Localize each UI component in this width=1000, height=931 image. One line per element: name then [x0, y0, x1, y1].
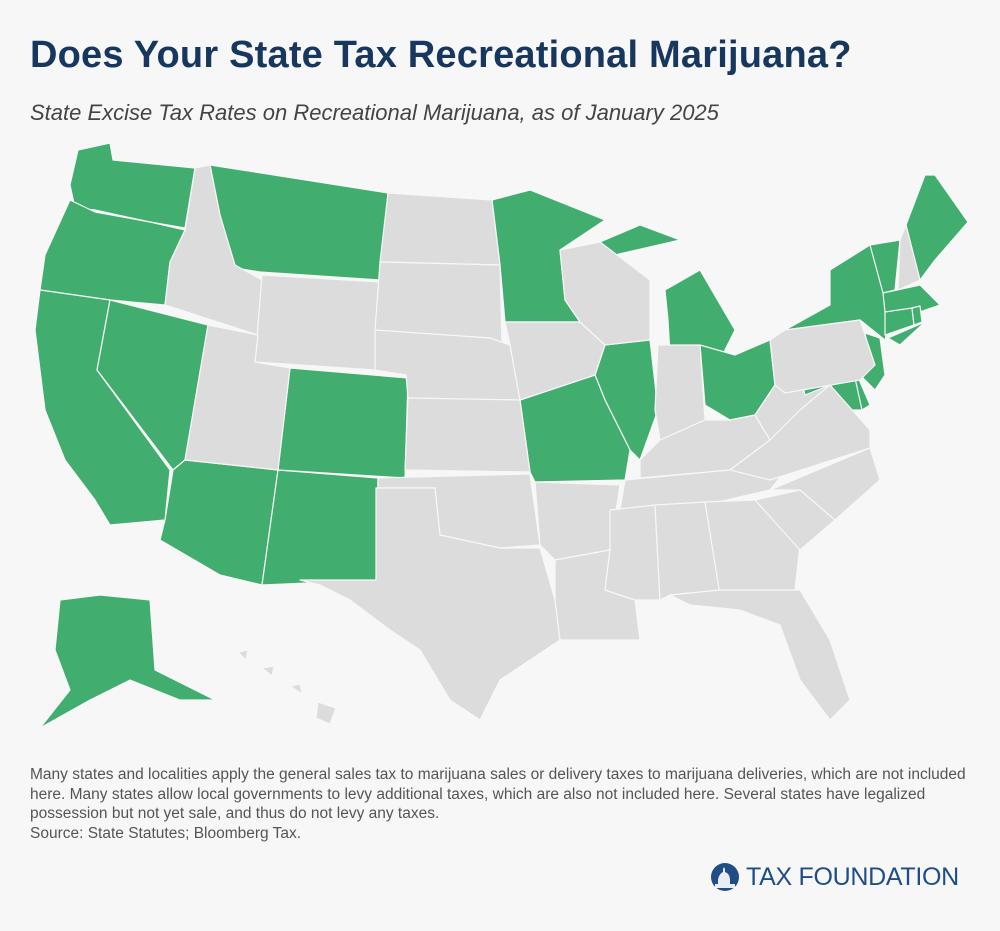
state-ar [534, 481, 621, 561]
state-pa [769, 319, 876, 394]
state-shape-ar [534, 481, 621, 561]
state-az [159, 459, 279, 586]
source-text: Source: State Statutes; Bloomberg Tax. [30, 824, 302, 842]
state-co [277, 367, 409, 479]
state-shape-wi [559, 241, 651, 346]
state-wa [69, 142, 196, 229]
state-shape-ut [184, 324, 291, 471]
state-mo [519, 374, 631, 483]
footnote: Many states and localities apply the gen… [30, 765, 980, 843]
state-mt [209, 164, 389, 281]
state-shape-nm [261, 469, 379, 586]
state-shape-nc [769, 447, 881, 521]
state-shape-fl [669, 589, 851, 721]
state-ks [404, 397, 531, 473]
state-ri [911, 305, 923, 326]
state-nc [769, 447, 881, 521]
page-subtitle: State Excise Tax Rates on Recreational M… [30, 100, 719, 125]
state-shape-az [159, 459, 279, 586]
state-shape-co [277, 367, 409, 479]
state-shape-wy [254, 274, 381, 371]
state-nm [261, 469, 379, 586]
state-tx [299, 487, 561, 721]
state-ut [184, 324, 291, 471]
state-shape-hi [261, 665, 275, 677]
state-shape-hi [315, 701, 337, 725]
state-hi [237, 649, 337, 725]
state-wy [254, 274, 381, 371]
state-ny [784, 244, 926, 346]
logo-text: TAX FOUNDATION [746, 862, 959, 891]
page-title: Does Your State Tax Recreational Marijua… [30, 34, 852, 76]
us-states-map [34, 142, 969, 729]
state-fl [669, 589, 851, 721]
state-shape-ri [911, 305, 923, 326]
state-shape-pa [769, 319, 876, 394]
state-shape-nd [379, 192, 501, 266]
state-shape-mt [209, 164, 389, 281]
capitol-dome-icon [711, 863, 739, 891]
state-shape-ks [404, 397, 531, 473]
state-shape-wa [69, 142, 196, 229]
state-ma [882, 284, 941, 313]
state-ak [39, 594, 216, 729]
state-wi [559, 241, 651, 346]
state-shape-hi [237, 649, 249, 661]
state-shape-ny [887, 321, 926, 346]
state-ms [604, 504, 661, 601]
state-shape-tx [299, 487, 561, 721]
state-shape-nh [897, 224, 921, 291]
state-nd [379, 192, 501, 266]
state-shape-mo [519, 374, 631, 483]
state-shape-hi [289, 683, 303, 695]
state-shape-ma [882, 284, 941, 313]
state-nh [897, 224, 921, 291]
tax-foundation-logo: TAX FOUNDATION [710, 862, 959, 892]
footnote-text: Many states and localities apply the gen… [30, 766, 966, 822]
state-shape-ak [39, 594, 216, 729]
state-shape-ms [604, 504, 661, 601]
